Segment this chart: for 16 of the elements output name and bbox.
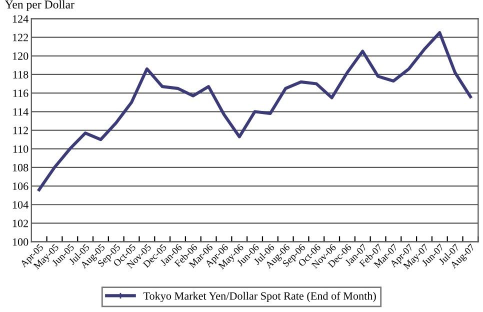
y-tick-label: 114 xyxy=(13,108,28,116)
y-tick-label: 116 xyxy=(13,90,28,98)
y-tick-label: 108 xyxy=(12,164,28,172)
y-tick-label: 110 xyxy=(13,145,28,153)
legend-label: Tokyo Market Yen/Dollar Spot Rate (End of Month) xyxy=(143,292,376,302)
y-axis-title: Yen per Dollar xyxy=(4,0,74,11)
line-series xyxy=(38,31,472,192)
y-tick-label: 102 xyxy=(12,220,28,228)
y-tick-label: 120 xyxy=(12,52,28,60)
y-tick-label: 104 xyxy=(12,201,28,209)
y-tick-label: 122 xyxy=(12,34,28,42)
y-tick-label: 106 xyxy=(12,182,28,190)
y-tick-label: 100 xyxy=(12,238,28,246)
y-tick-label: 124 xyxy=(12,15,28,23)
y-tick-label: 118 xyxy=(13,70,28,78)
y-tick-label: 112 xyxy=(13,126,28,134)
